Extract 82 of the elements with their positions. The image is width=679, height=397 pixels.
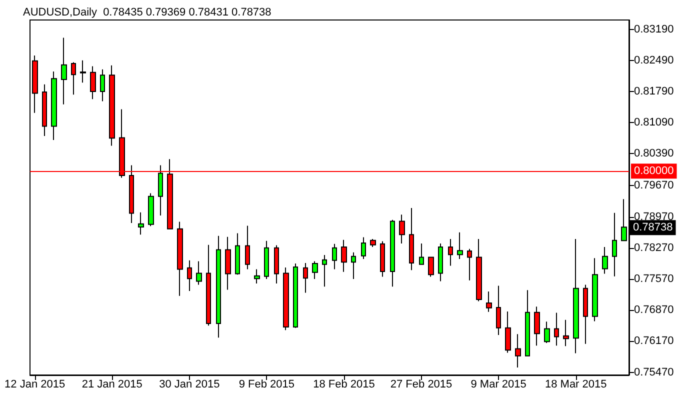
candlestick bbox=[399, 214, 405, 244]
y-tick-label: 0.77570 bbox=[634, 273, 674, 286]
candlestick bbox=[245, 225, 250, 270]
candlestick bbox=[505, 310, 511, 354]
text: 0.78738 bbox=[633, 222, 673, 234]
candlestick bbox=[177, 221, 183, 296]
y-tick-label: 0.81790 bbox=[634, 86, 674, 98]
candlestick bbox=[109, 64, 115, 146]
candlestick bbox=[216, 235, 221, 338]
candlestick bbox=[235, 232, 240, 276]
y-tick-label: 0.82490 bbox=[634, 54, 674, 66]
candlestick bbox=[158, 164, 163, 216]
candlestick bbox=[496, 285, 501, 336]
candlestick bbox=[283, 266, 289, 331]
candlestick bbox=[428, 256, 434, 278]
x-tick-label: 30 Jan 2015 bbox=[159, 378, 220, 390]
x-tick-label: 18 Feb 2015 bbox=[313, 378, 375, 390]
candlestick bbox=[351, 252, 356, 280]
candlestick bbox=[544, 321, 550, 344]
candlestick bbox=[534, 306, 540, 346]
candlestick bbox=[312, 260, 318, 280]
x-tick-label: 9 Feb 2015 bbox=[238, 378, 295, 390]
candlestick bbox=[370, 238, 376, 248]
candlestick bbox=[592, 258, 598, 322]
candlestick bbox=[486, 290, 492, 312]
candlestick bbox=[341, 239, 347, 272]
candlestick bbox=[573, 238, 579, 354]
y-tick-label: 0.79670 bbox=[634, 180, 674, 192]
candlestick bbox=[42, 84, 47, 136]
candlestick bbox=[51, 71, 57, 140]
x-tick-label: 27 Feb 2015 bbox=[390, 378, 452, 390]
x-tick-label: 21 Jan 2015 bbox=[82, 378, 142, 390]
candlestick bbox=[457, 232, 463, 260]
candlestick bbox=[332, 243, 337, 270]
candlestick bbox=[293, 262, 298, 328]
candlestick bbox=[90, 66, 96, 100]
x-tick-label: 12 Jan 2015 bbox=[4, 378, 66, 390]
candlestick bbox=[361, 236, 366, 260]
candlestick bbox=[476, 238, 482, 302]
candlestick bbox=[61, 37, 67, 105]
candlestick bbox=[225, 236, 231, 290]
candlestick bbox=[196, 260, 202, 286]
y-tick-label: 0.76870 bbox=[634, 304, 674, 316]
candlestick bbox=[583, 284, 588, 344]
candlestick bbox=[602, 246, 608, 274]
y-tick-label: 0.75470 bbox=[634, 366, 674, 378]
candlestick bbox=[621, 198, 627, 242]
candlestick bbox=[187, 260, 192, 292]
candlestick bbox=[409, 207, 414, 271]
y-tick-label: 0.78970 bbox=[634, 210, 674, 223]
candlestick bbox=[148, 192, 154, 227]
candlestick bbox=[322, 254, 327, 288]
candlestick bbox=[554, 312, 559, 346]
candlestick bbox=[419, 242, 424, 265]
chart-title: AUDUSD,Daily 0.78435 0.79369 0.78431 0.78738 bbox=[23, 6, 272, 18]
y-tick-label: 0.81090 bbox=[634, 116, 674, 129]
candlestick bbox=[254, 268, 260, 284]
candlestick bbox=[80, 60, 86, 84]
ref-line-label: 0.80000 bbox=[634, 165, 674, 178]
candlestick bbox=[100, 68, 105, 102]
y-tick-label: 0.83190 bbox=[634, 23, 674, 36]
candlestick bbox=[264, 240, 269, 280]
candlestick bbox=[138, 212, 144, 236]
candlestick bbox=[438, 242, 443, 282]
candlestick bbox=[612, 212, 617, 277]
candlestick bbox=[32, 55, 38, 114]
candlestick bbox=[467, 248, 472, 281]
x-tick-label: 18 Mar 2015 bbox=[544, 378, 607, 390]
candlestick bbox=[274, 244, 279, 284]
candlestick bbox=[515, 334, 521, 368]
candlestick bbox=[563, 319, 569, 347]
candlestick bbox=[206, 244, 211, 326]
candlestick bbox=[380, 240, 385, 278]
y-tick-label: 0.80390 bbox=[634, 148, 674, 160]
x-tick-label: 9 Mar 2015 bbox=[470, 378, 526, 390]
y-tick-label: 0.78270 bbox=[634, 242, 674, 254]
candlestick bbox=[303, 262, 308, 294]
candlestick bbox=[390, 219, 395, 288]
candlestick bbox=[448, 238, 453, 266]
candlestick bbox=[71, 62, 76, 96]
y-tick-label: 0.76170 bbox=[634, 335, 674, 348]
candlestick bbox=[525, 290, 530, 357]
